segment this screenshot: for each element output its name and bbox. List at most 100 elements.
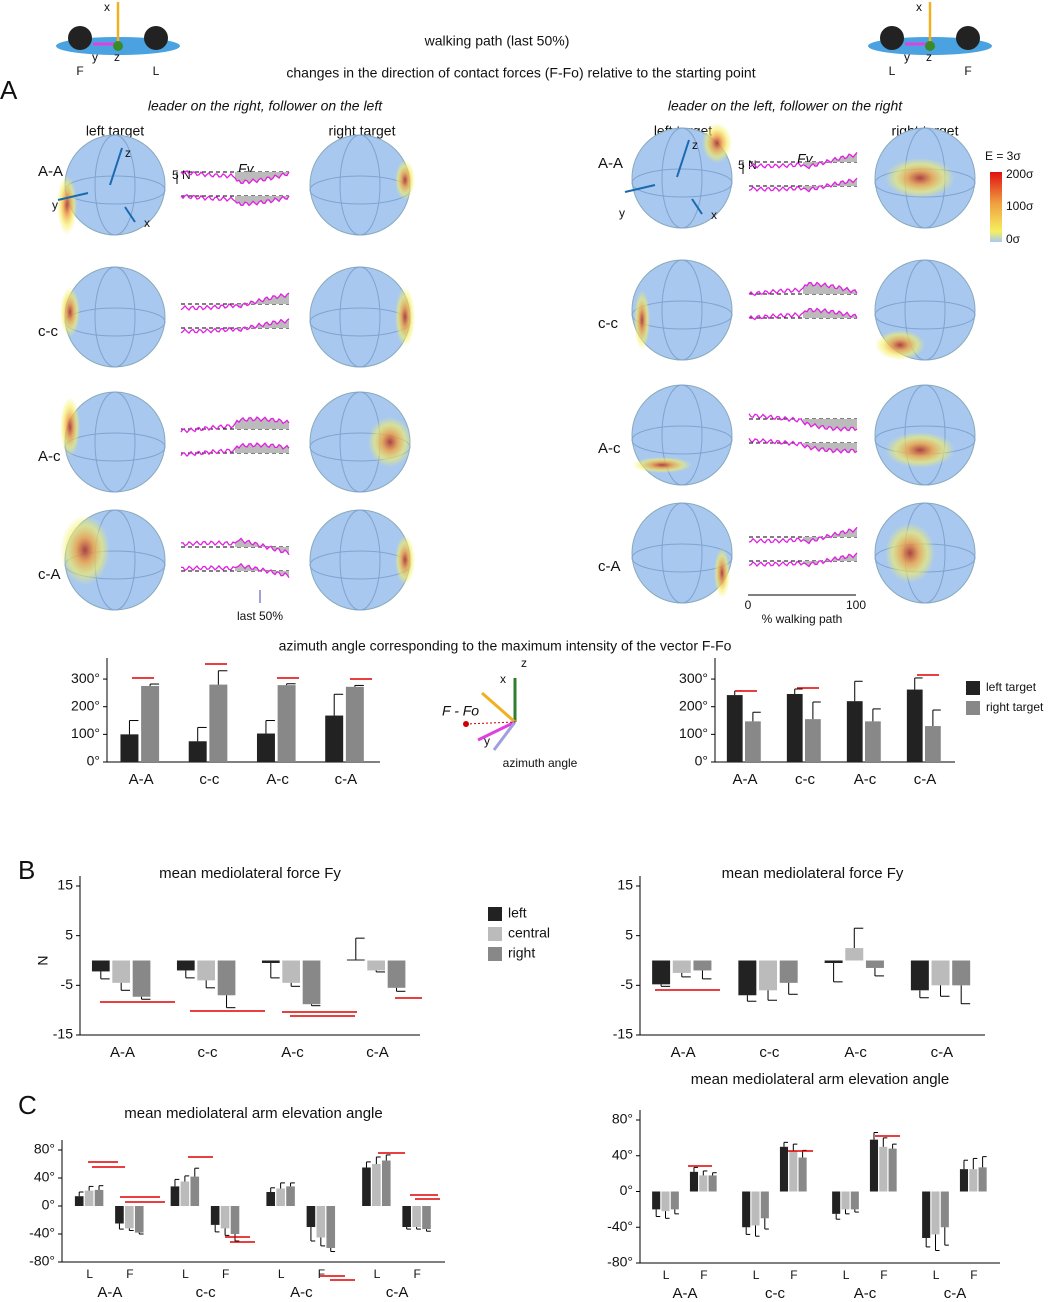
bar [940, 1191, 949, 1228]
sphere [309, 134, 411, 236]
shaded-area [803, 527, 857, 544]
icon-person [880, 26, 904, 50]
path-tick: 0 [745, 598, 752, 612]
y-tick-label: 5 [625, 926, 633, 942]
bar [824, 960, 843, 963]
x-tick-label: A-A [671, 1044, 696, 1061]
x-tick-label: L [933, 1268, 940, 1282]
sphere-meridian [94, 266, 136, 368]
x-tick-label: F [318, 1267, 325, 1281]
path-tick: 100 [846, 598, 866, 612]
force-trace [180, 193, 290, 207]
x-tick-label: F [880, 1268, 887, 1282]
bar [387, 960, 406, 988]
force-trace [748, 307, 858, 321]
bar [84, 1190, 94, 1206]
y-tick-label: 300° [71, 670, 100, 686]
legend-label: right [508, 945, 535, 961]
force-trace [748, 552, 858, 568]
icon-origin [925, 41, 935, 51]
x-tick-label: F [414, 1267, 421, 1281]
bar [652, 1191, 661, 1210]
bar [412, 1206, 421, 1227]
legend-label: central [508, 925, 550, 941]
heat-blob [395, 160, 415, 200]
path-axis-label: % walking path [762, 612, 843, 626]
legend-swatch [966, 701, 980, 715]
x-tick-label: L [753, 1268, 760, 1282]
bar [850, 1191, 859, 1210]
force-trace [180, 442, 290, 458]
heat-blob [632, 457, 692, 473]
x-tick-label: A-c [281, 1044, 304, 1061]
force-trace [748, 526, 858, 545]
bar [180, 1181, 190, 1206]
bar [115, 1206, 124, 1224]
x-tick-label: L [278, 1267, 285, 1281]
y-tick-label: 5 [65, 926, 73, 942]
bar [672, 960, 691, 973]
bar [125, 1206, 134, 1229]
row-label: A-c [38, 448, 61, 465]
bar [846, 701, 863, 762]
axis-name: y [904, 50, 910, 64]
bar [652, 960, 671, 985]
azimuth-diagram [463, 678, 517, 751]
bar [190, 1176, 200, 1206]
sphere-meridian [661, 502, 703, 604]
x-tick-label: F [970, 1268, 977, 1282]
force-trace [748, 281, 858, 297]
bar [922, 1191, 931, 1238]
bar [845, 948, 864, 961]
legend-label: left [508, 905, 527, 921]
sphere-parallel [631, 168, 733, 198]
bar [134, 1206, 144, 1233]
bar [865, 960, 884, 968]
bar [693, 960, 712, 971]
bar [141, 685, 160, 762]
axis-name: y [484, 734, 490, 748]
x-tick-label: A-A [110, 1044, 135, 1061]
bar [832, 1191, 841, 1214]
x-tick-label: c-A [931, 1044, 954, 1061]
x-tick-label: c-A [335, 771, 358, 788]
bar [689, 1171, 699, 1192]
panel-label: B [18, 855, 35, 885]
bar [210, 1206, 220, 1225]
bar [346, 959, 365, 961]
y-tick-label: 0° [87, 753, 100, 769]
heat-blob [702, 123, 732, 163]
sphere-meridian [661, 384, 703, 486]
y-tick-label: -5 [621, 976, 634, 992]
y-tick-label: -80° [607, 1254, 633, 1270]
shaded-area [803, 443, 857, 453]
bar [952, 960, 971, 986]
x-tick-label: F [700, 1268, 707, 1282]
bar [779, 960, 798, 983]
shaded-area [803, 552, 857, 567]
force-trace [748, 413, 858, 432]
bar [345, 686, 364, 762]
y-axis-label: N [35, 955, 51, 965]
target-label: right target [329, 123, 396, 139]
x-tick-label: A-c [854, 771, 877, 788]
x-tick-label: c-A [914, 771, 937, 788]
bar [277, 685, 296, 762]
shaded-area [235, 318, 289, 332]
y-tick-label: 0° [695, 753, 708, 769]
bar [94, 1189, 104, 1206]
bar [931, 1191, 940, 1235]
frame-axis [124, 206, 136, 223]
colorbar-label: 100σ [1006, 199, 1034, 213]
bar [661, 1191, 670, 1212]
force-trace [181, 562, 290, 578]
y-tick-label: 80° [612, 1111, 633, 1127]
angle-label: azimuth angle [503, 756, 578, 770]
bar [112, 960, 131, 983]
x-tick-label: c-c [759, 1044, 779, 1061]
x-tick-label: c-c [198, 1044, 218, 1061]
heat-blob [885, 158, 955, 198]
bar [197, 960, 216, 981]
heat-blob [634, 290, 650, 350]
